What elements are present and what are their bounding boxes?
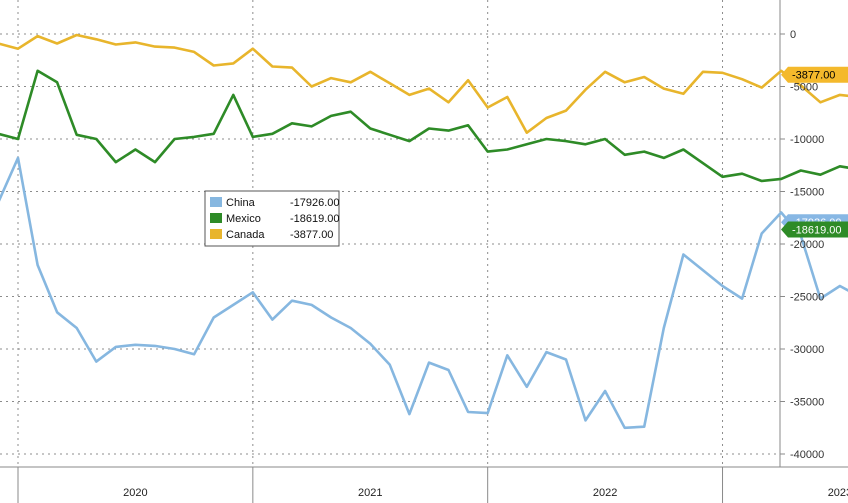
y-tick-label: -10000 (790, 134, 824, 146)
series-lines (0, 33, 848, 430)
series-line-canada (0, 33, 848, 134)
value-label-mexico: -18619.00 (781, 221, 848, 238)
legend-label-canada: Canada (226, 229, 265, 241)
legend-box (204, 190, 340, 247)
value-label-box (781, 66, 848, 83)
y-tick-label: -5000 (790, 82, 818, 94)
legend-swatch-canada (210, 229, 222, 239)
x-axis-ticks: 202020212022202320242025 (17, 467, 848, 503)
legend-swatch-mexico (210, 213, 222, 223)
legend-value-china: -17926.00 (290, 197, 340, 209)
value-label-text: -3877.00 (792, 70, 835, 82)
x-tick-label: 2022 (593, 487, 617, 499)
series-line-mexico (0, 69, 848, 183)
legend-label-china: China (226, 197, 256, 209)
y-tick-label: -20000 (790, 239, 824, 251)
y-tick-label: -15000 (790, 187, 824, 199)
value-label-canada: -3877.00 (781, 66, 848, 83)
value-label-text: -18619.00 (792, 224, 842, 236)
legend-swatch-china (210, 197, 222, 207)
y-tick-label: 0 (790, 29, 796, 41)
y-tick-label: -25000 (790, 292, 824, 304)
value-label-box (781, 221, 848, 238)
legend-label-mexico: Mexico (226, 213, 261, 225)
legend-value-canada: -3877.00 (290, 229, 333, 241)
y-tick-label: -30000 (790, 344, 824, 356)
y-axis-ticks: 0 -5000 -10000 -15000 -20000 -25000 -30000 -350… (780, 29, 824, 461)
x-tick-label: 2021 (358, 487, 382, 499)
legend: China -17926.00 Mexico -18619.00 Canada … (204, 190, 340, 247)
plot-background (0, 0, 780, 467)
y-tick-label: -35000 (790, 397, 824, 409)
legend-value-mexico: -18619.00 (290, 213, 340, 225)
series-line-china (0, 156, 848, 430)
value-labels: -3877.00-17926.00-18619.00 (781, 66, 848, 238)
x-tick-label: 2020 (123, 487, 147, 499)
y-tick-label: -40000 (790, 449, 824, 461)
x-tick-label: 2023 (828, 487, 848, 499)
